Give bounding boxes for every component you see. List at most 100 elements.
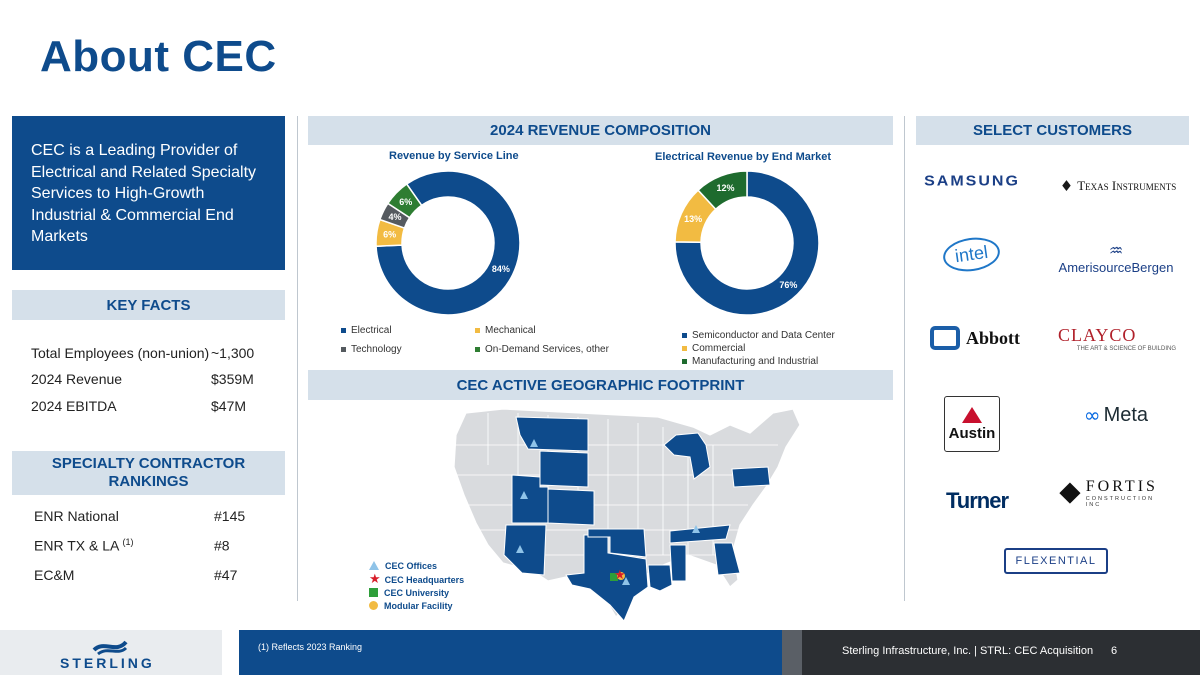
fact-label: 2024 EBITDA [31,398,117,414]
legend-item: Electrical [341,325,392,336]
donut-label: 4% [389,212,402,222]
state-louisiana [647,564,673,592]
office-marker [622,577,630,585]
abbott-text: Abbott [965,327,1020,348]
donut-slice [386,182,423,219]
donut-slice [697,170,748,211]
legend-item: Technology [341,344,402,355]
abbott-icon [929,326,960,350]
sterling-s-icon [92,640,128,656]
rank-label: EC&M [34,567,75,583]
rank-value: #145 [214,508,246,524]
legend-label: Manufacturing and Industrial [692,356,819,367]
legend-item: Mechanical [475,325,536,336]
state-michigan [663,432,711,480]
intel-swoosh: intel [941,233,1003,275]
donut-slice [674,170,820,316]
fact-row: 2024 Revenue $359M [31,371,254,387]
modular-marker [617,572,625,580]
footnote-ref: (1) [122,537,134,547]
office-marker [692,525,700,533]
footer-text: Sterling Infrastructure, Inc. | STRL: CE… [842,645,1094,657]
page-number: 6 [1111,645,1118,657]
donut-label: 12% [716,183,734,193]
donut-end-market: 76% 13% 12% [674,170,820,316]
legend-item: Commercial [682,343,745,354]
rank-row: ENR National #145 [34,508,245,524]
rank-value: #47 [214,567,238,583]
turner-logo: Turner [936,486,1018,516]
office-marker [530,439,538,447]
clayco-logo: CLAYCO THE ART & SCIENCE OF BUILDING [1058,320,1176,356]
donut-label: 6% [399,197,412,207]
square-icon [369,588,378,597]
clayco-tagline: THE ART & SCIENCE OF BUILDING [1076,345,1176,352]
donut-label: 13% [684,214,702,224]
fortis-logo: FORTIS CONSTRUCTION INC [1059,476,1172,510]
fortis-tagline: CONSTRUCTION INC [1085,496,1155,508]
us-map: ★ [453,408,801,622]
state-tennessee [669,524,731,544]
footer-dark-panel [802,630,1200,675]
austin-logo: Austin [944,396,1000,452]
flexential-text: FLEXENTIAL [1015,555,1097,567]
intel-text: intel [954,241,990,266]
footer-accent [782,630,802,675]
samsung-text: SAMSUNG [924,173,1020,190]
meta-text: Meta [1103,403,1149,426]
chart-title-service-line: Revenue by Service Line [389,150,519,162]
flexential-logo: FLEXENTIAL [1004,548,1108,574]
donut-label: 84% [492,264,510,274]
amerisourcebergen-logo: ♒ AmerisourceBergen [1056,238,1176,278]
legend-label: Modular Facility [384,601,453,611]
state-wyoming [539,450,589,488]
fortis-text: FORTIS [1085,478,1158,495]
fact-row: 2024 EBITDA $47M [31,398,246,414]
ti-icon: ♦ [1059,177,1074,195]
donut-label: 6% [383,230,396,240]
divider [904,116,905,601]
legend-label: CEC University [384,588,450,598]
university-marker [610,573,618,581]
donut-label: 76% [779,280,797,290]
footer: STERLING (1) Reflects 2023 Ranking Sterl… [0,630,1200,675]
legend-label: CEC Offices [385,561,438,571]
legend-label: Mechanical [485,325,536,336]
donut-slice [375,170,521,316]
legend-label: Semiconductor and Data Center [692,330,835,341]
legend-label: CEC Headquarters [384,575,465,585]
rankings-heading: SPECIALTY CONTRACTOR RANKINGS [12,451,285,495]
donut-service-line: 84% 6% 4% 6% [375,170,521,316]
fact-label: 2024 Revenue [31,371,123,387]
legend-item: Semiconductor and Data Center [682,330,835,341]
meta-logo: ∞ Meta [1070,400,1162,430]
amerisource-icon: ♒ [1108,241,1124,260]
state-pennsylvania [731,466,771,488]
fact-row: Total Employees (non-union) ~1,300 [31,345,254,361]
rank-value: #8 [214,537,230,554]
page-title: About CEC [40,32,277,81]
office-marker [516,545,524,553]
revenue-heading: 2024 REVENUE COMPOSITION [308,116,893,145]
fortis-wordmark: FORTIS CONSTRUCTION INC [1086,478,1172,508]
rank-label-text: ENR TX & LA [34,537,119,554]
state-arizona [503,524,547,576]
headquarters-star: ★ [614,568,626,583]
divider [297,116,298,601]
clayco-text: CLAYCO [1058,324,1137,345]
state-texas [565,534,649,622]
chart-title-end-market: Electrical Revenue by End Market [655,151,832,163]
rank-row: EC&M #47 [34,567,237,583]
legend-label: Electrical [351,325,392,336]
fact-value: ~1,300 [211,345,255,361]
fact-value: $359M [211,371,254,387]
intel-logo: intel [941,233,1003,275]
samsung-logo: SAMSUNG [922,168,1022,196]
state-montana [515,416,589,452]
map-legend-item: ★ CEC Headquarters [369,573,464,587]
office-marker [520,491,528,499]
customers-heading: SELECT CUSTOMERS [916,116,1189,145]
rank-label: ENR TX & LA (1) [34,537,214,554]
ti-text: Texas Instruments [1077,178,1177,193]
map-legend: CEC Offices ★ CEC Headquarters CEC Univer… [369,560,464,613]
